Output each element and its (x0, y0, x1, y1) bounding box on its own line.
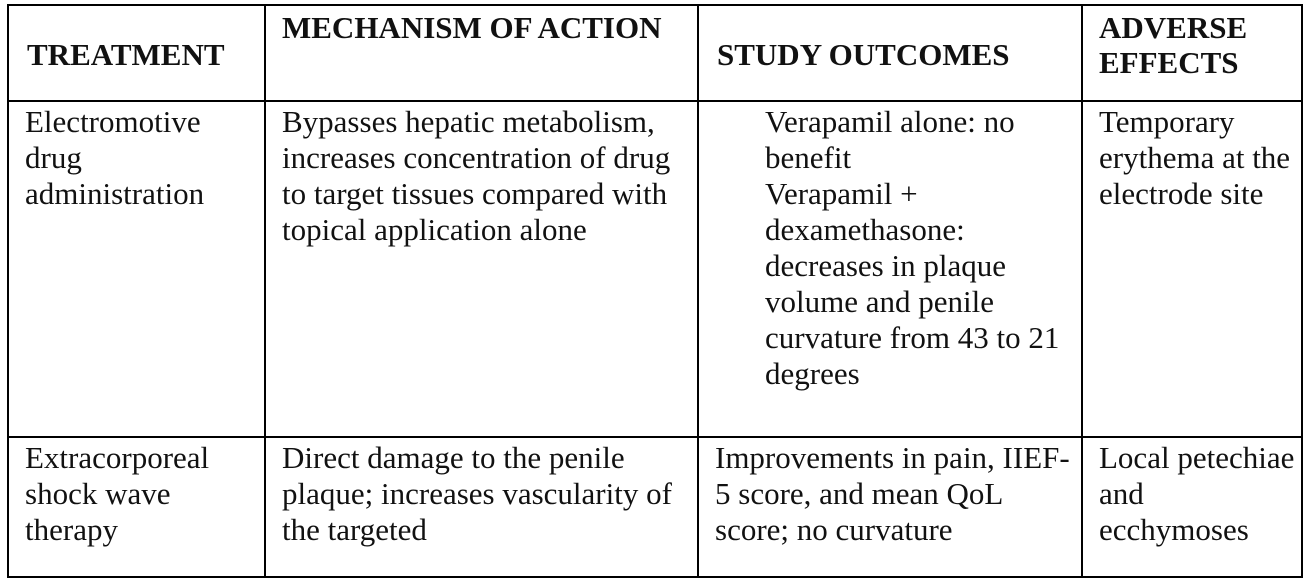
adverse-effects-cell: Temporary erythema at the electrode site (1081, 100, 1303, 438)
treatment-cell: Electromotive drug administration (7, 100, 266, 438)
outcomes-cell: Improvements in pain, IIEF-5 score, and … (697, 436, 1083, 578)
outcomes-cell: Verapamil alone: no benefit Verapamil + … (697, 100, 1083, 438)
header-study-outcomes: STUDY OUTCOMES (697, 4, 1083, 102)
header-mechanism: MECHANISM OF ACTION (264, 4, 699, 102)
mechanism-cell: Bypasses hepatic metabolism, increases c… (264, 100, 699, 438)
adverse-effects-cell: Local petechiae and ecchymoses (1081, 436, 1303, 578)
header-treatment: TREATMENT (7, 4, 266, 102)
header-row: TREATMENT MECHANISM OF ACTION STUDY OUTC… (7, 4, 1303, 102)
treatment-cell: Extracorporeal shock wave therapy (7, 436, 266, 578)
table-row: Extracorporeal shock wave therapy Direct… (7, 436, 1303, 578)
outcome-item: Improvements in pain, IIEF-5 score, and … (715, 440, 1070, 547)
treatment-table: TREATMENT MECHANISM OF ACTION STUDY OUTC… (7, 4, 1303, 578)
header-adverse-effects: ADVERSE EFFECTS (1081, 4, 1303, 102)
outcome-item: Verapamil + dexamethasone: decreases in … (765, 176, 1060, 391)
mechanism-cell: Direct damage to the penile plaque; incr… (264, 436, 699, 578)
table-row: Electromotive drug administration Bypass… (7, 100, 1303, 438)
outcome-item: Verapamil alone: no benefit (765, 104, 1015, 175)
